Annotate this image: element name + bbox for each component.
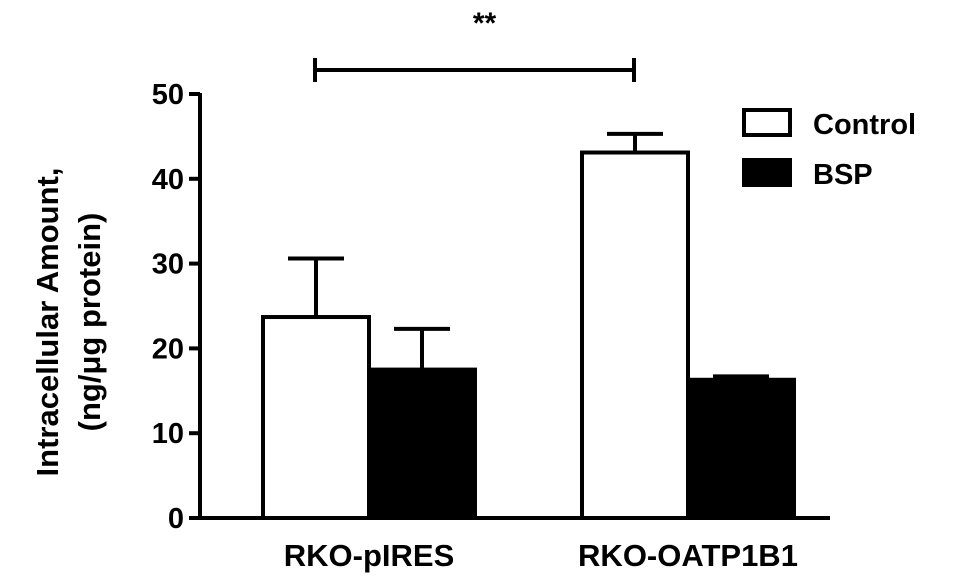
bars xyxy=(261,150,796,520)
y-tick-label: 0 xyxy=(168,503,184,535)
y-axis-title: Intracellular Amount, (ng/μg protein) xyxy=(30,168,107,477)
y-tick-label: 40 xyxy=(152,164,184,196)
y-tick-label: 50 xyxy=(152,79,184,111)
bar-control-0 xyxy=(261,315,371,520)
category-labels: RKO-pIRES RKO-OATP1B1 xyxy=(284,538,798,573)
y-tick-label: 20 xyxy=(152,333,184,365)
y-ticks: 0 10 20 30 40 50 xyxy=(152,79,200,535)
legend-label-control: Control xyxy=(813,109,916,141)
legend-swatch-control xyxy=(742,108,792,137)
legend: Control BSP xyxy=(742,108,916,191)
y-axis-title-line2: (ng/μg protein) xyxy=(72,213,107,432)
significance-label: ** xyxy=(473,7,497,40)
bar-bsp-0 xyxy=(367,367,477,520)
y-tick-label: 30 xyxy=(152,249,184,281)
category-label: RKO-OATP1B1 xyxy=(578,538,798,573)
bar-bsp-1 xyxy=(686,377,796,520)
y-axis-title-line1: Intracellular Amount, xyxy=(30,168,65,477)
bar-control-1 xyxy=(580,150,690,520)
category-label: RKO-pIRES xyxy=(284,538,455,573)
error-bars xyxy=(288,131,769,380)
y-tick-label: 10 xyxy=(152,418,184,450)
legend-label-bsp: BSP xyxy=(813,159,873,191)
significance-bracket: ** xyxy=(313,7,636,82)
legend-swatch-bsp xyxy=(742,158,792,187)
